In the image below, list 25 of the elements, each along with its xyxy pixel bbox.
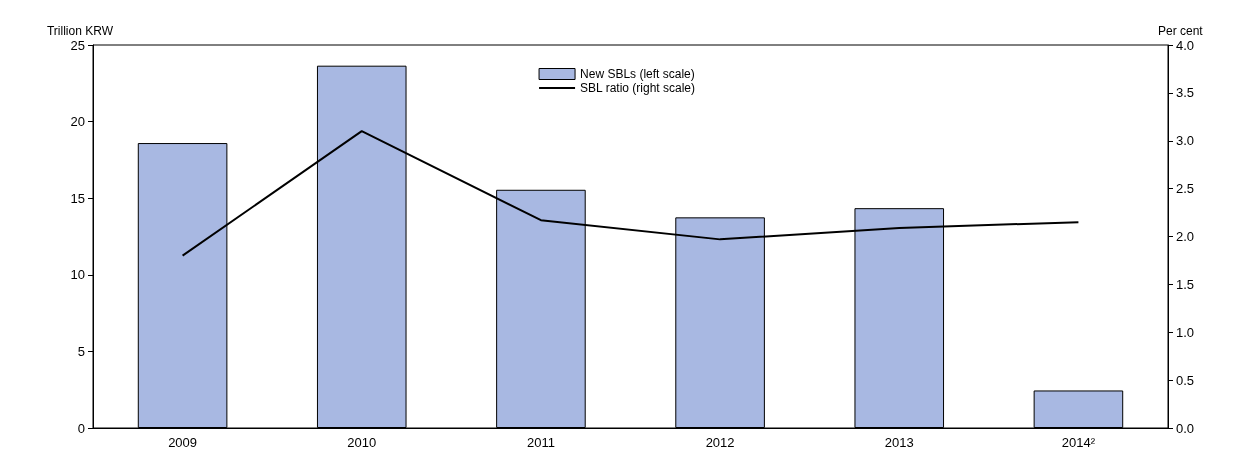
x-tick-label: 2010 — [347, 435, 377, 450]
y2-tick-label: 1.5 — [1176, 276, 1195, 292]
y2-tick-label: 4.0 — [1176, 37, 1195, 53]
y-tick-label: 20 — [70, 114, 85, 130]
y2-tick-label: 1.0 — [1176, 324, 1195, 340]
y2-tick-label: 3.0 — [1176, 133, 1195, 149]
legend-label: New SBLs (left scale) — [580, 67, 695, 81]
y-axis-title: Trillion KRW — [46, 24, 114, 38]
x-tick-label: 2011 — [526, 435, 555, 450]
y-tick-label: 25 — [70, 37, 85, 53]
x-tick-label: 2013 — [884, 435, 914, 450]
x-tick-label: 2012 — [705, 435, 735, 450]
y2-tick-label: 0.5 — [1176, 372, 1195, 388]
y-tick-label: 15 — [70, 190, 85, 206]
y2-tick-label: 3.5 — [1176, 85, 1195, 101]
legend-label: SBL ratio (right scale) — [580, 81, 695, 95]
y-tick-label: 10 — [70, 267, 85, 283]
x-tick-label: 2009 — [168, 435, 198, 450]
y-tick-label: 0 — [77, 420, 85, 436]
y2-axis-title: Per cent — [1158, 24, 1204, 38]
y-tick-label: 5 — [77, 343, 85, 359]
y2-tick-label: 2.5 — [1176, 181, 1195, 197]
y2-tick-label: 0.0 — [1176, 420, 1195, 436]
y2-tick-label: 2.0 — [1176, 229, 1195, 244]
x-tick-label: 2014² — [1061, 435, 1096, 450]
